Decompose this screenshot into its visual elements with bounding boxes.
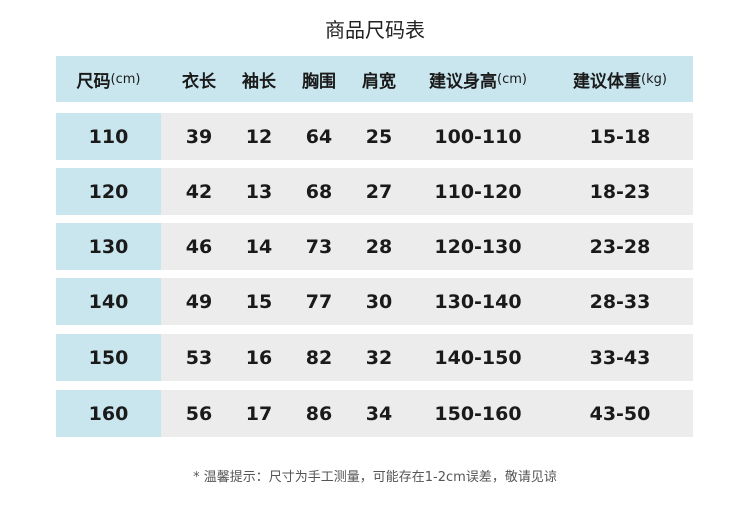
value-cell: 23-28 [589, 235, 651, 258]
column-header: 尺码 (cm) [56, 56, 161, 102]
value-cell: 16 [245, 346, 273, 369]
value-cell: 53 [185, 346, 213, 369]
value-cell: 120-130 [434, 235, 522, 258]
value-cell: 33-43 [589, 346, 651, 369]
footnote: * 温馨提示：尺寸为手工测量，可能存在1-2cm误差，敬请见谅 [193, 470, 557, 485]
header-label: 建议身高 [429, 71, 498, 92]
value-cell: 86 [305, 402, 333, 425]
size-cell-bg [56, 168, 161, 215]
value-cell: 64 [305, 125, 333, 148]
value-cell: 15-18 [589, 125, 651, 148]
value-cell: 150-160 [434, 402, 522, 425]
value-cell: 130-140 [434, 290, 522, 313]
size-cell-bg [56, 278, 161, 325]
size-cell: 140 [88, 290, 129, 313]
value-cell: 39 [185, 125, 213, 148]
value-cell: 28 [365, 235, 393, 258]
header-unit: (cm) [497, 71, 527, 87]
value-cell: 73 [305, 235, 333, 258]
value-cell: 140-150 [434, 346, 522, 369]
size-cell: 120 [88, 180, 129, 203]
value-cell: 13 [245, 180, 273, 203]
value-cell: 42 [185, 180, 213, 203]
header-label: 肩宽 [362, 71, 396, 92]
column-header: 袖长 [229, 56, 289, 102]
table-row: 110 39 12 64 25 100-110 15-18 [56, 113, 693, 160]
table-row: 150 53 16 82 32 140-150 33-43 [56, 334, 693, 381]
table-row: 160 56 17 86 34 150-160 43-50 [56, 390, 693, 437]
value-cell: 18-23 [589, 180, 651, 203]
size-cell: 110 [88, 125, 129, 148]
value-cell: 49 [185, 290, 213, 313]
header-label: 尺码 [76, 71, 111, 92]
value-cell: 77 [305, 290, 333, 313]
header-label: 建议体重 [573, 71, 642, 92]
column-header: 肩宽 [349, 56, 409, 102]
size-cell-bg [56, 390, 161, 437]
value-cell: 68 [305, 180, 333, 203]
value-cell: 46 [185, 235, 213, 258]
value-cell: 15 [245, 290, 273, 313]
value-cell: 25 [365, 125, 393, 148]
size-cell-bg [56, 113, 161, 160]
value-cell: 27 [365, 180, 393, 203]
column-header: 衣长 [169, 56, 229, 102]
value-cell: 100-110 [434, 125, 522, 148]
value-cell: 12 [245, 125, 273, 148]
value-cell: 17 [245, 402, 273, 425]
size-cell-bg [56, 334, 161, 381]
value-cell: 28-33 [589, 290, 651, 313]
table-row: 120 42 13 68 27 110-120 18-23 [56, 168, 693, 215]
page-title: 商品尺码表 [325, 18, 425, 42]
value-cell: 43-50 [589, 402, 651, 425]
value-cell: 110-120 [434, 180, 522, 203]
table-header: 尺码 (cm) 衣长 袖长 胸围 肩宽 建议身高 (cm) 建议体重 (kg) [56, 56, 693, 102]
header-label: 袖长 [242, 71, 276, 92]
column-header: 胸围 [289, 56, 349, 102]
size-cell: 150 [88, 346, 129, 369]
header-label: 衣长 [182, 71, 216, 92]
table-row: 130 46 14 73 28 120-130 23-28 [56, 223, 693, 270]
value-cell: 14 [245, 235, 273, 258]
table-row: 140 49 15 77 30 130-140 28-33 [56, 278, 693, 325]
header-label: 胸围 [302, 71, 336, 92]
size-cell-bg [56, 223, 161, 270]
value-cell: 32 [365, 346, 393, 369]
value-cell: 34 [365, 402, 393, 425]
column-header: 建议体重 (kg) [547, 56, 693, 102]
header-unit: (kg) [641, 71, 667, 87]
column-header: 建议身高 (cm) [409, 56, 547, 102]
value-cell: 56 [185, 402, 213, 425]
value-cell: 82 [305, 346, 333, 369]
size-cell: 130 [88, 235, 129, 258]
size-cell: 160 [88, 402, 129, 425]
header-unit: (cm) [110, 71, 141, 87]
value-cell: 30 [365, 290, 393, 313]
